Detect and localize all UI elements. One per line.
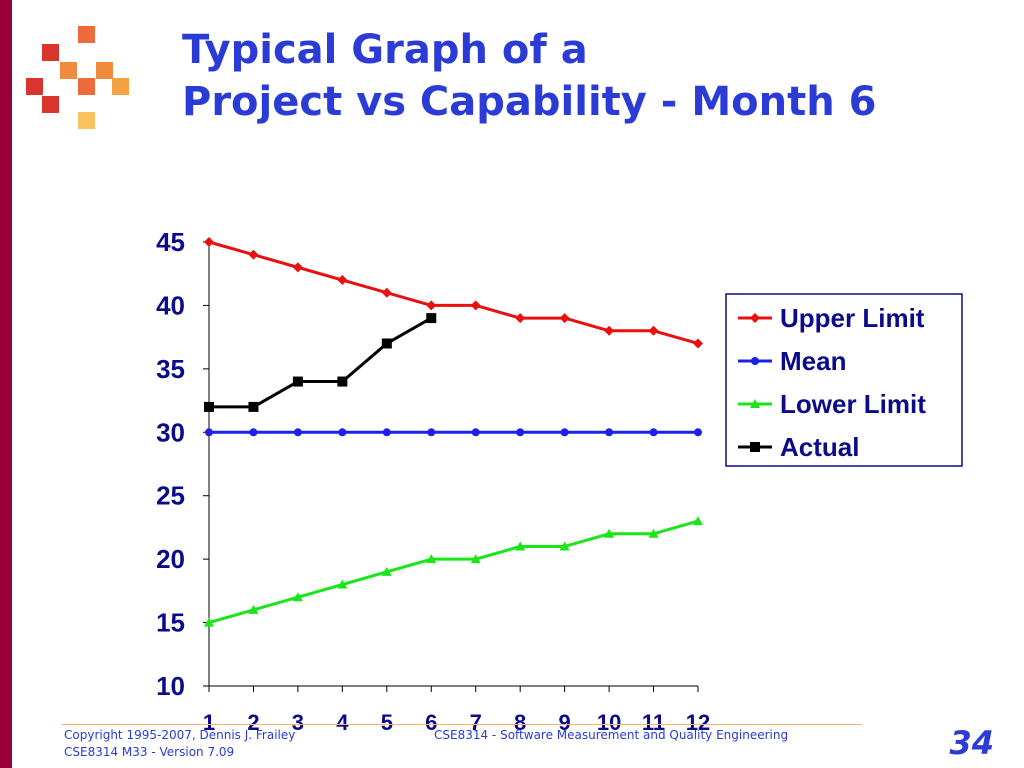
data-point-upper-limit xyxy=(381,287,392,298)
data-point-lower-limit xyxy=(204,617,214,627)
legend-label-mean: Mean xyxy=(780,346,846,376)
x-tick-label: 4 xyxy=(336,710,349,735)
data-point-lower-limit xyxy=(693,516,703,526)
x-tick-label: 2 xyxy=(247,710,259,735)
data-point-lower-limit xyxy=(381,566,392,576)
legend-marker-actual xyxy=(750,442,760,452)
title-line-2: Project vs Capability - Month 6 xyxy=(182,79,877,125)
logo-squares xyxy=(22,22,132,132)
title-line-1: Typical Graph of a xyxy=(182,27,588,73)
x-tick-label: 5 xyxy=(381,710,393,735)
slide-title: Typical Graph of a Project vs Capability… xyxy=(182,24,876,128)
data-point-upper-limit xyxy=(604,325,615,336)
y-tick-label: 20 xyxy=(156,544,185,574)
data-point-upper-limit xyxy=(470,300,481,311)
data-point-upper-limit xyxy=(515,313,526,324)
data-point-mean xyxy=(649,428,658,437)
data-point-mean xyxy=(205,428,213,437)
data-point-mean xyxy=(694,428,702,437)
data-point-mean xyxy=(293,428,302,437)
legend-label-upper-limit: Upper Limit xyxy=(780,303,925,333)
x-tick-label: 7 xyxy=(470,710,482,735)
data-point-lower-limit xyxy=(470,554,481,564)
y-tick-label: 10 xyxy=(156,671,185,701)
legend-marker-mean xyxy=(751,357,759,365)
y-tick-label: 30 xyxy=(156,417,185,447)
page-number: 34 xyxy=(949,724,994,762)
x-tick-label: 1 xyxy=(203,710,215,735)
data-point-upper-limit xyxy=(292,262,303,273)
series-line-actual xyxy=(209,316,433,409)
data-point-actual xyxy=(204,401,214,412)
x-tick-label: 8 xyxy=(514,710,526,735)
y-tick-label: 15 xyxy=(156,608,185,638)
x-tick-label: 6 xyxy=(425,710,437,735)
data-point-mean xyxy=(382,428,391,437)
left-accent-bar xyxy=(0,0,12,768)
x-tick-label: 9 xyxy=(559,710,571,735)
data-point-mean xyxy=(338,428,347,437)
footer-course: CSE8314 - Software Measurement and Quali… xyxy=(434,728,789,742)
legend-label-lower-limit: Lower Limit xyxy=(780,389,926,419)
data-point-upper-limit xyxy=(248,249,259,260)
data-point-upper-limit xyxy=(337,275,348,286)
data-point-lower-limit xyxy=(648,528,659,538)
data-point-lower-limit xyxy=(337,579,348,589)
y-tick-label: 35 xyxy=(156,354,185,384)
footer-copyright: Copyright 1995-2007, Dennis J. Frailey xyxy=(64,728,296,742)
data-point-lower-limit xyxy=(604,528,615,538)
x-tick-label: 3 xyxy=(292,710,304,735)
data-point-lower-limit xyxy=(426,554,437,564)
data-point-mean xyxy=(605,428,614,437)
data-point-upper-limit xyxy=(559,313,570,324)
x-tick-label: 11 xyxy=(642,710,665,735)
data-point-actual xyxy=(426,313,437,324)
legend-marker-lower-limit xyxy=(750,399,760,408)
data-point-actual xyxy=(381,338,392,349)
x-tick-label: 10 xyxy=(597,710,621,735)
data-point-upper-limit xyxy=(426,300,437,311)
x-tick-label: 12 xyxy=(686,710,710,735)
series-line-upper-limit xyxy=(208,240,699,345)
data-point-upper-limit xyxy=(204,237,214,247)
data-point-lower-limit xyxy=(292,592,303,602)
data-point-mean xyxy=(427,428,436,437)
y-tick-label: 25 xyxy=(156,481,185,511)
data-point-mean xyxy=(471,428,480,437)
legend-box xyxy=(725,293,963,467)
footer-version: CSE8314 M33 - Version 7.09 xyxy=(64,745,235,759)
footer-divider xyxy=(62,724,862,725)
y-tick-label: 45 xyxy=(156,227,185,257)
legend-label-actual: Actual xyxy=(780,432,859,462)
legend-marker-upper-limit xyxy=(750,313,760,323)
data-point-mean xyxy=(249,428,258,437)
data-point-lower-limit xyxy=(559,541,570,551)
data-point-mean xyxy=(516,428,525,437)
series-line-lower-limit xyxy=(208,519,699,625)
data-point-upper-limit xyxy=(648,325,659,336)
data-point-mean xyxy=(560,428,569,437)
data-point-actual xyxy=(337,376,348,387)
data-point-upper-limit xyxy=(693,338,703,349)
data-point-lower-limit xyxy=(248,604,259,614)
y-tick-label: 40 xyxy=(156,290,185,320)
data-point-actual xyxy=(248,401,259,412)
data-point-lower-limit xyxy=(515,541,526,551)
data-point-actual xyxy=(292,376,303,387)
